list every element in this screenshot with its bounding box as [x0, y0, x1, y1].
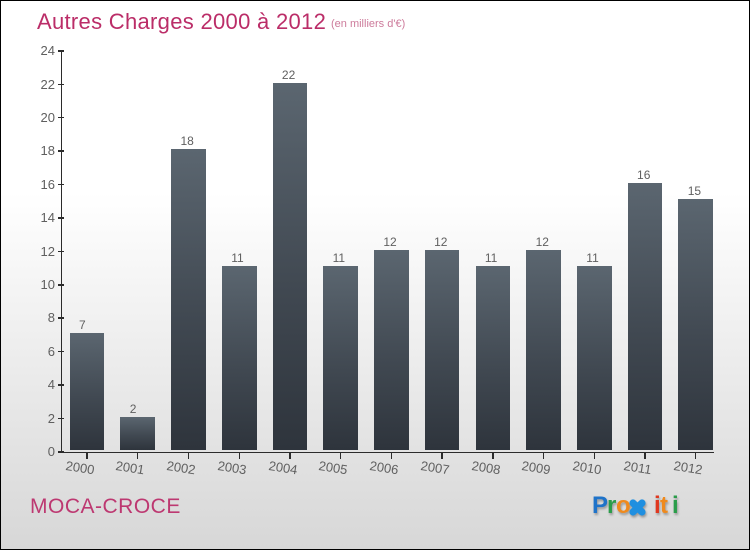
svg-text:t: t — [660, 492, 668, 519]
svg-text:r: r — [607, 492, 616, 519]
svg-text:P: P — [592, 492, 608, 519]
svg-text:i: i — [672, 492, 679, 519]
svg-text:o: o — [616, 492, 631, 519]
